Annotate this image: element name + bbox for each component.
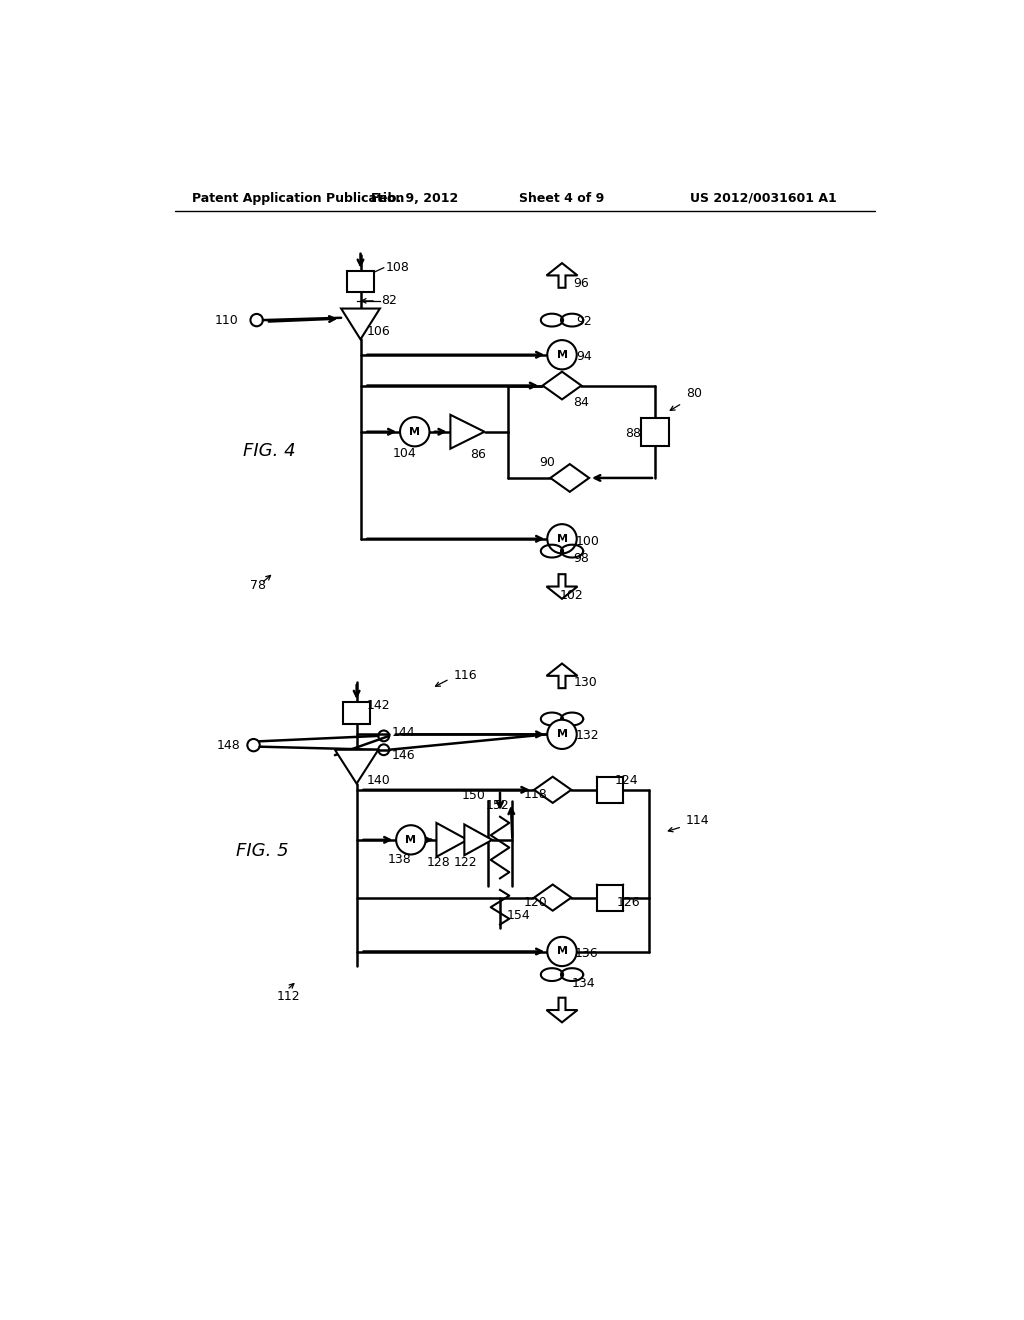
- Text: 102: 102: [560, 589, 584, 602]
- Text: 114: 114: [686, 814, 710, 828]
- Text: 150: 150: [461, 788, 485, 801]
- Text: 118: 118: [523, 788, 547, 801]
- Text: FIG. 5: FIG. 5: [237, 842, 289, 861]
- Text: Patent Application Publication: Patent Application Publication: [191, 191, 403, 205]
- Circle shape: [547, 719, 577, 748]
- Text: M: M: [556, 730, 567, 739]
- Text: 90: 90: [539, 455, 555, 469]
- Text: 146: 146: [391, 750, 415, 763]
- Text: M: M: [556, 533, 567, 544]
- Text: FIG. 4: FIG. 4: [243, 442, 295, 459]
- Text: 98: 98: [573, 552, 590, 565]
- Text: M: M: [410, 426, 420, 437]
- Text: 134: 134: [571, 977, 595, 990]
- Polygon shape: [451, 414, 484, 449]
- Text: Feb. 9, 2012: Feb. 9, 2012: [371, 191, 459, 205]
- Text: M: M: [556, 946, 567, 957]
- Text: 144: 144: [391, 726, 415, 739]
- Text: 128: 128: [427, 857, 451, 870]
- Text: 110: 110: [215, 314, 239, 326]
- Text: 116: 116: [454, 669, 477, 682]
- Text: 138: 138: [388, 853, 412, 866]
- Circle shape: [396, 825, 426, 854]
- Text: 122: 122: [454, 857, 477, 870]
- Text: 96: 96: [573, 277, 590, 290]
- Polygon shape: [335, 750, 378, 784]
- Circle shape: [400, 417, 429, 446]
- Text: 124: 124: [614, 774, 638, 787]
- Text: 142: 142: [367, 698, 390, 711]
- Text: 154: 154: [506, 908, 530, 921]
- Text: 152: 152: [486, 799, 510, 812]
- Text: 132: 132: [575, 730, 600, 742]
- Circle shape: [547, 341, 577, 370]
- Polygon shape: [464, 825, 493, 855]
- Text: M: M: [406, 834, 417, 845]
- Text: 126: 126: [616, 896, 640, 908]
- Bar: [343, 702, 370, 723]
- Text: 148: 148: [216, 739, 240, 751]
- Text: 130: 130: [573, 676, 597, 689]
- Text: 104: 104: [393, 446, 417, 459]
- Text: 100: 100: [575, 535, 599, 548]
- Text: 108: 108: [385, 261, 410, 275]
- Text: 88: 88: [626, 426, 642, 440]
- Polygon shape: [341, 309, 380, 339]
- Bar: [347, 271, 374, 293]
- Text: Sheet 4 of 9: Sheet 4 of 9: [519, 191, 604, 205]
- Text: 94: 94: [575, 350, 592, 363]
- Text: 106: 106: [367, 325, 390, 338]
- Text: 136: 136: [574, 946, 598, 960]
- Text: 120: 120: [523, 896, 547, 908]
- Text: 84: 84: [573, 396, 590, 409]
- Text: 78: 78: [251, 579, 266, 593]
- Circle shape: [547, 937, 577, 966]
- Polygon shape: [436, 822, 467, 857]
- Circle shape: [547, 524, 577, 553]
- Text: 80: 80: [686, 387, 702, 400]
- Text: M: M: [556, 350, 567, 360]
- Bar: [597, 884, 624, 911]
- Text: 140: 140: [367, 774, 390, 787]
- Text: 82: 82: [381, 294, 397, 308]
- Text: 86: 86: [471, 449, 486, 462]
- Text: US 2012/0031601 A1: US 2012/0031601 A1: [690, 191, 837, 205]
- Text: 112: 112: [276, 990, 300, 1003]
- Bar: [641, 418, 669, 446]
- Bar: [597, 776, 624, 803]
- Text: 92: 92: [575, 315, 592, 329]
